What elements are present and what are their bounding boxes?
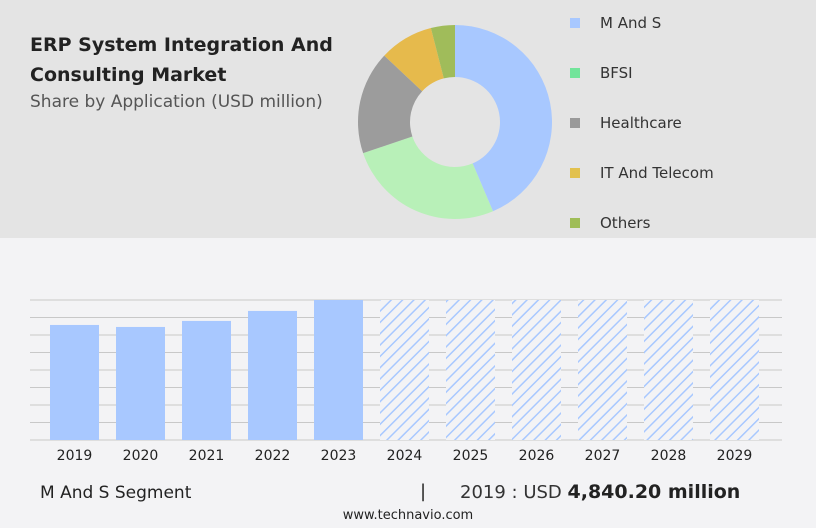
legend-label: M And S xyxy=(600,14,662,32)
x-tick-label: 2023 xyxy=(321,448,357,464)
legend-swatch xyxy=(570,118,580,128)
legend-label: IT And Telecom xyxy=(600,164,714,182)
donut-slice-it-and-telecom xyxy=(384,28,444,92)
donut-slice-healthcare xyxy=(357,55,423,154)
donut-slice-bfsi xyxy=(363,136,493,219)
donut-slice-others xyxy=(430,25,455,79)
legend-label: BFSI xyxy=(600,64,633,82)
segment-label: M And S Segment xyxy=(40,483,192,503)
forecast-bar-2027 xyxy=(578,300,627,440)
donut-slice-m-and-s xyxy=(455,25,552,212)
x-tick-label: 2020 xyxy=(123,448,159,464)
bar-2021 xyxy=(182,320,231,440)
bar-2023 xyxy=(314,300,363,440)
forecast-bar-2024 xyxy=(380,300,429,440)
website: www.technavio.com xyxy=(342,508,474,523)
bar-2022 xyxy=(248,310,297,440)
legend-label: Others xyxy=(600,214,651,232)
forecast-bar-2025 xyxy=(446,300,495,440)
x-tick-label: 2027 xyxy=(585,448,621,464)
legend-item: M And S xyxy=(570,14,661,32)
x-tick-label: 2022 xyxy=(255,448,291,464)
x-tick-label: 2026 xyxy=(519,448,555,464)
forecast-bar-2028 xyxy=(644,300,693,440)
legend-swatch xyxy=(570,218,580,228)
legend-item: Healthcare xyxy=(570,114,682,132)
x-tick-label: 2024 xyxy=(387,448,423,464)
segment-value: 2019 : USD 4,840.20 million xyxy=(460,481,740,503)
year-label: 2019 : USD xyxy=(460,482,562,503)
x-tick-label: 2019 xyxy=(57,448,93,464)
legend-swatch xyxy=(570,18,580,28)
x-tick-label: 2021 xyxy=(189,448,225,464)
legend-item: BFSI xyxy=(570,64,633,82)
legend-swatch xyxy=(570,68,580,78)
chart-subtitle: Share by Application (USD million) xyxy=(30,92,323,112)
legend-item: Others xyxy=(570,214,650,232)
chart-title: ERP System Integration And Consulting Ma… xyxy=(30,34,333,86)
forecast-bar-2026 xyxy=(512,300,561,440)
x-tick-label: 2029 xyxy=(717,448,753,464)
separator: | xyxy=(420,481,427,502)
legend-swatch xyxy=(570,168,580,178)
value: 4,840.20 million xyxy=(567,481,741,503)
legend-item: IT And Telecom xyxy=(570,164,714,182)
x-tick-label: 2025 xyxy=(453,448,489,464)
bar-2020 xyxy=(116,326,165,440)
x-tick-label: 2028 xyxy=(651,448,687,464)
legend-label: Healthcare xyxy=(600,114,682,132)
forecast-bar-2029 xyxy=(710,300,759,440)
bar-2019 xyxy=(50,324,99,440)
